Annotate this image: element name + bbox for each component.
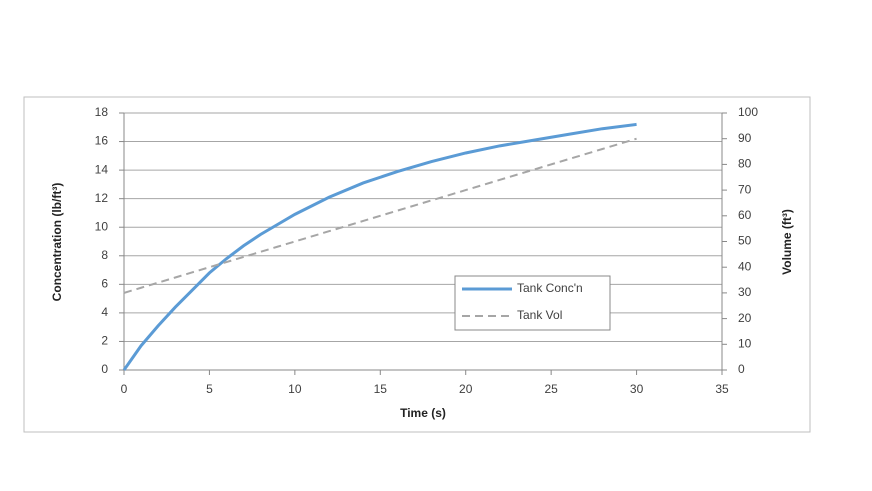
y2-tick-label: 30 — [738, 285, 752, 299]
x-tick-label: 15 — [374, 382, 388, 396]
series-line — [123, 137, 637, 294]
y2-tick-label: 40 — [738, 259, 752, 273]
x-tick-label: 25 — [544, 382, 558, 396]
x-tick-label: 5 — [206, 382, 213, 396]
y2-tick-label: 0 — [738, 362, 745, 376]
y2-tick-label: 90 — [738, 131, 752, 145]
y-tick-label: 2 — [101, 334, 108, 348]
legend-box — [454, 275, 611, 331]
y2-tick-label: 70 — [738, 182, 752, 196]
x-axis-label: Time (s) — [400, 406, 446, 420]
y-tick-label: 12 — [95, 191, 109, 205]
y-tick-label: 0 — [101, 362, 108, 376]
x-tick-label: 35 — [715, 382, 729, 396]
y-axis-label: Concentration (lb/ft³) — [50, 183, 64, 302]
y-tick-label: 4 — [101, 305, 108, 319]
y2-tick-label: 80 — [738, 157, 752, 171]
chart-frame — [23, 96, 811, 433]
x-tick-label: 0 — [121, 382, 128, 396]
y2-axis-label: Volume (ft³) — [780, 209, 794, 275]
y-tick-label: 16 — [95, 134, 109, 148]
legend-label: Tank Conc'n — [517, 281, 583, 295]
y2-tick-label: 100 — [738, 105, 758, 119]
y-tick-label: 14 — [95, 162, 109, 176]
x-tick-label: 30 — [630, 382, 644, 396]
y2-tick-label: 50 — [738, 234, 752, 248]
y2-tick-label: 60 — [738, 208, 752, 222]
legend-label: Tank Vol — [517, 308, 562, 322]
y-tick-label: 8 — [101, 248, 108, 262]
y-tick-label: 10 — [95, 219, 109, 233]
y2-tick-label: 10 — [738, 336, 752, 350]
series-line — [122, 122, 637, 371]
y-tick-label: 18 — [95, 105, 109, 119]
x-tick-label: 10 — [288, 382, 302, 396]
y-tick-label: 6 — [101, 277, 108, 291]
x-tick-label: 20 — [459, 382, 473, 396]
y2-tick-label: 20 — [738, 311, 752, 325]
